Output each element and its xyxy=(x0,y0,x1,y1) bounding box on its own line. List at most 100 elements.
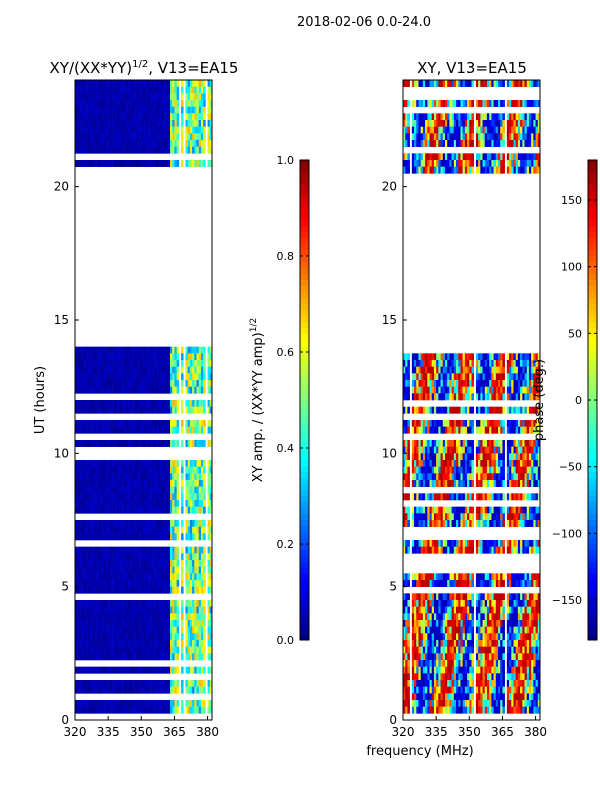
heatmap-cell xyxy=(163,553,166,561)
heatmap-cell xyxy=(537,406,541,414)
heatmap-cell xyxy=(427,366,430,374)
heatmap-cell xyxy=(486,126,490,134)
heatmap-cell xyxy=(97,420,100,427)
heatmap-cell xyxy=(453,380,457,387)
heatmap-cell xyxy=(414,353,417,361)
heatmap-cell xyxy=(185,353,188,361)
heatmap-cell xyxy=(414,453,417,461)
heatmap-cell xyxy=(103,700,107,707)
heatmap-cell xyxy=(531,153,534,161)
heatmap-cell xyxy=(83,493,87,501)
heatmap-cell xyxy=(207,706,211,714)
heatmap-cell xyxy=(196,586,200,594)
heatmap-cell xyxy=(478,453,481,461)
heatmap-cell xyxy=(99,580,102,587)
heatmap-cell xyxy=(143,560,147,567)
heatmap-cell xyxy=(537,373,541,381)
heatmap-cell xyxy=(83,506,87,514)
heatmap-cell xyxy=(134,113,138,121)
heatmap-cell xyxy=(75,93,78,101)
heatmap-cell xyxy=(174,473,177,481)
heatmap-cell xyxy=(77,686,80,694)
heatmap-cell xyxy=(147,146,151,154)
heatmap-cell xyxy=(478,153,481,161)
heatmap-cell xyxy=(105,686,109,694)
heatmap-cell xyxy=(444,366,448,374)
heatmap-cell xyxy=(81,360,85,367)
heatmap-cell xyxy=(513,133,516,141)
heatmap-cell xyxy=(156,533,160,541)
heatmap-cell xyxy=(464,166,468,174)
heatmap-cell xyxy=(99,633,102,641)
heatmap-cell xyxy=(418,473,421,481)
heatmap-cell xyxy=(81,80,85,87)
heatmap-cell xyxy=(165,120,169,127)
heatmap-cell xyxy=(189,400,193,407)
heatmap-cell xyxy=(150,546,153,554)
heatmap-cell xyxy=(94,460,98,467)
heatmap-cell xyxy=(121,100,124,107)
heatmap-cell xyxy=(467,160,470,167)
heatmap-cell xyxy=(134,560,138,567)
heatmap-cell xyxy=(121,113,124,121)
heatmap-cell xyxy=(209,646,213,654)
heatmap-cell xyxy=(451,113,455,121)
heatmap-cell xyxy=(123,580,127,587)
heatmap-cell xyxy=(471,386,475,394)
heatmap-cell xyxy=(506,113,510,121)
heatmap-cell xyxy=(187,573,191,581)
heatmap-cell xyxy=(114,80,118,87)
heatmap-cell xyxy=(112,80,116,87)
heatmap-cell xyxy=(172,86,175,94)
heatmap-cell xyxy=(403,420,406,427)
colorbar-segment xyxy=(300,442,309,449)
heatmap-cell xyxy=(125,493,129,501)
heatmap-cell xyxy=(130,553,133,561)
heatmap-cell xyxy=(163,500,166,507)
heatmap-cell xyxy=(139,620,142,627)
heatmap-cell xyxy=(509,133,512,141)
heatmap-cell xyxy=(491,120,494,127)
heatmap-cell xyxy=(123,100,127,107)
heatmap-cell xyxy=(414,160,417,167)
heatmap-cell xyxy=(167,573,171,581)
heatmap-cell xyxy=(81,560,85,567)
heatmap-cell xyxy=(460,426,463,434)
heatmap-cell xyxy=(480,373,483,381)
heatmap-cell xyxy=(170,133,173,141)
heatmap-cell xyxy=(500,160,503,167)
heatmap-cell xyxy=(174,353,177,361)
heatmap-cell xyxy=(132,160,135,167)
heatmap-cell xyxy=(475,366,479,374)
heatmap-cell xyxy=(484,466,488,474)
heatmap-cell xyxy=(449,406,452,414)
heatmap-cell xyxy=(156,613,160,621)
heatmap-cell xyxy=(114,646,118,654)
heatmap-cell xyxy=(458,153,461,161)
heatmap-cell xyxy=(207,460,211,467)
heatmap-cell xyxy=(480,460,483,467)
heatmap-cell xyxy=(161,560,164,567)
heatmap-cell xyxy=(156,373,160,381)
heatmap-cell xyxy=(125,613,129,621)
heatmap-cell xyxy=(517,380,521,387)
heatmap-cell xyxy=(128,366,131,374)
heatmap-cell xyxy=(192,700,195,707)
heatmap-cell xyxy=(121,466,124,474)
heatmap-cell xyxy=(145,406,149,414)
heatmap-cell xyxy=(81,106,85,114)
heatmap-cell xyxy=(136,466,140,474)
heatmap-cell xyxy=(431,453,435,461)
heatmap-cell xyxy=(136,526,140,534)
heatmap-cell xyxy=(425,460,428,467)
heatmap-cell xyxy=(77,633,80,641)
heatmap-cell xyxy=(462,393,466,401)
heatmap-cell xyxy=(128,600,131,607)
heatmap-cell xyxy=(79,120,82,127)
heatmap-cell xyxy=(125,93,129,101)
heatmap-cell xyxy=(156,520,160,527)
heatmap-cell xyxy=(108,106,111,114)
heatmap-cell xyxy=(478,380,481,387)
heatmap-cell xyxy=(103,140,107,147)
heatmap-cell xyxy=(200,133,204,141)
